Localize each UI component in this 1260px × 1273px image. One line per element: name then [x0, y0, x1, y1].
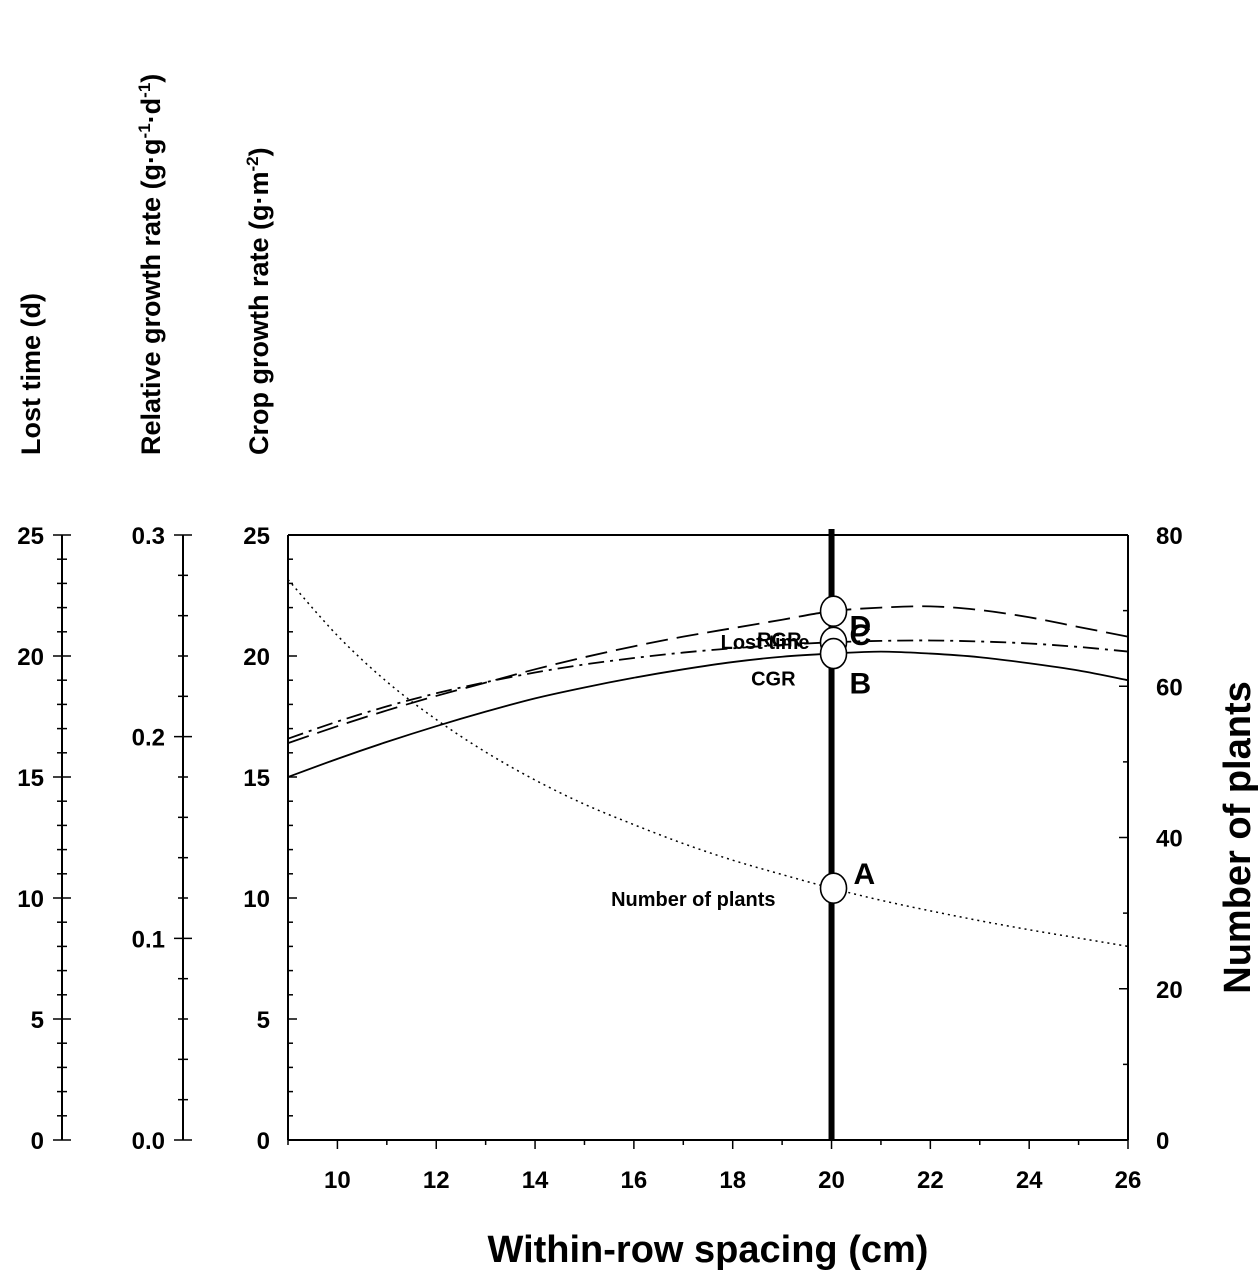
- x-tick-label: 20: [818, 1167, 845, 1194]
- cgr-tick-label: 10: [243, 886, 270, 913]
- curve-label-c: Lost time: [721, 632, 810, 654]
- markers-layer: [819, 529, 848, 1140]
- cgr-tick-label: 5: [257, 1007, 270, 1034]
- series-cgr-line: [287, 650, 1129, 778]
- rgr-tick-label: 0.1: [132, 926, 165, 953]
- series-number-of-plants-line: [287, 579, 1129, 948]
- marker-a: [819, 872, 848, 904]
- x-tick-label: 22: [917, 1167, 944, 1194]
- rgr-tick-label: 0.2: [132, 725, 165, 752]
- curve-label-d: RGR: [757, 629, 802, 651]
- series-rgr-line: [287, 639, 1129, 740]
- right-tick-label: 40: [1156, 826, 1183, 853]
- series-lost-time-line: [287, 605, 1129, 744]
- cgr-tick-label: 20: [243, 644, 270, 671]
- marker-b: [819, 637, 848, 670]
- marker-letter-b: B: [850, 668, 872, 701]
- right-tick-label: 0: [1156, 1128, 1169, 1155]
- right-axis-title: Number of plants: [1217, 681, 1259, 993]
- x-tick-label: 26: [1115, 1167, 1142, 1194]
- lost_time-axis-title: Lost time (d): [16, 293, 46, 455]
- x-tick-label: 24: [1016, 1167, 1043, 1194]
- right-tick-label: 80: [1156, 523, 1183, 550]
- x-axis-title: Within-row spacing (cm): [488, 1229, 929, 1271]
- marker-letter-a: A: [854, 858, 876, 891]
- curve-label-a: Number of plants: [611, 889, 775, 911]
- marker-letter-d: D: [850, 610, 872, 643]
- marker-letter-c: C: [850, 619, 872, 652]
- marker-c: [819, 595, 848, 628]
- x-tick-label: 16: [621, 1167, 648, 1194]
- cgr-axis-title: Crop growth rate (g·m-2): [243, 147, 274, 455]
- labels-layer: Within-row spacing (cm) Lost time (d) Rela…: [16, 74, 1259, 1271]
- lost_time-tick-label: 10: [17, 886, 44, 913]
- right-tick-label: 20: [1156, 977, 1183, 1004]
- plot-area: [288, 534, 1129, 1141]
- lost_time-tick-label: 20: [17, 644, 44, 671]
- rgr-tick-label: 0.0: [132, 1128, 165, 1155]
- cgr-tick-label: 15: [243, 765, 270, 792]
- series-layer: [287, 579, 1129, 948]
- lost_time-tick-label: 15: [17, 765, 44, 792]
- curve-label-b: CGR: [751, 669, 796, 691]
- lost_time-tick-label: 0: [31, 1128, 44, 1155]
- right-tick-label: 60: [1156, 674, 1183, 701]
- x-tick-label: 14: [522, 1167, 549, 1194]
- cgr-tick-label: 0: [257, 1128, 270, 1155]
- cgr-tick-label: 25: [243, 523, 270, 550]
- rgr-tick-label: 0.3: [132, 523, 165, 550]
- x-tick-label: 12: [423, 1167, 450, 1194]
- lost_time-tick-label: 25: [17, 523, 44, 550]
- axes: 10 12 14 16 18 20 22 24 26 0 5 10 15 20 25 0.0 0.1 0.2 0.3…: [17, 523, 1182, 1194]
- lost_time-tick-label: 5: [31, 1007, 44, 1034]
- x-tick-label: 10: [324, 1167, 351, 1194]
- x-tick-label: 18: [719, 1167, 746, 1194]
- rgr-axis-title: Relative growth rate (g·g-1·d-1): [135, 74, 166, 455]
